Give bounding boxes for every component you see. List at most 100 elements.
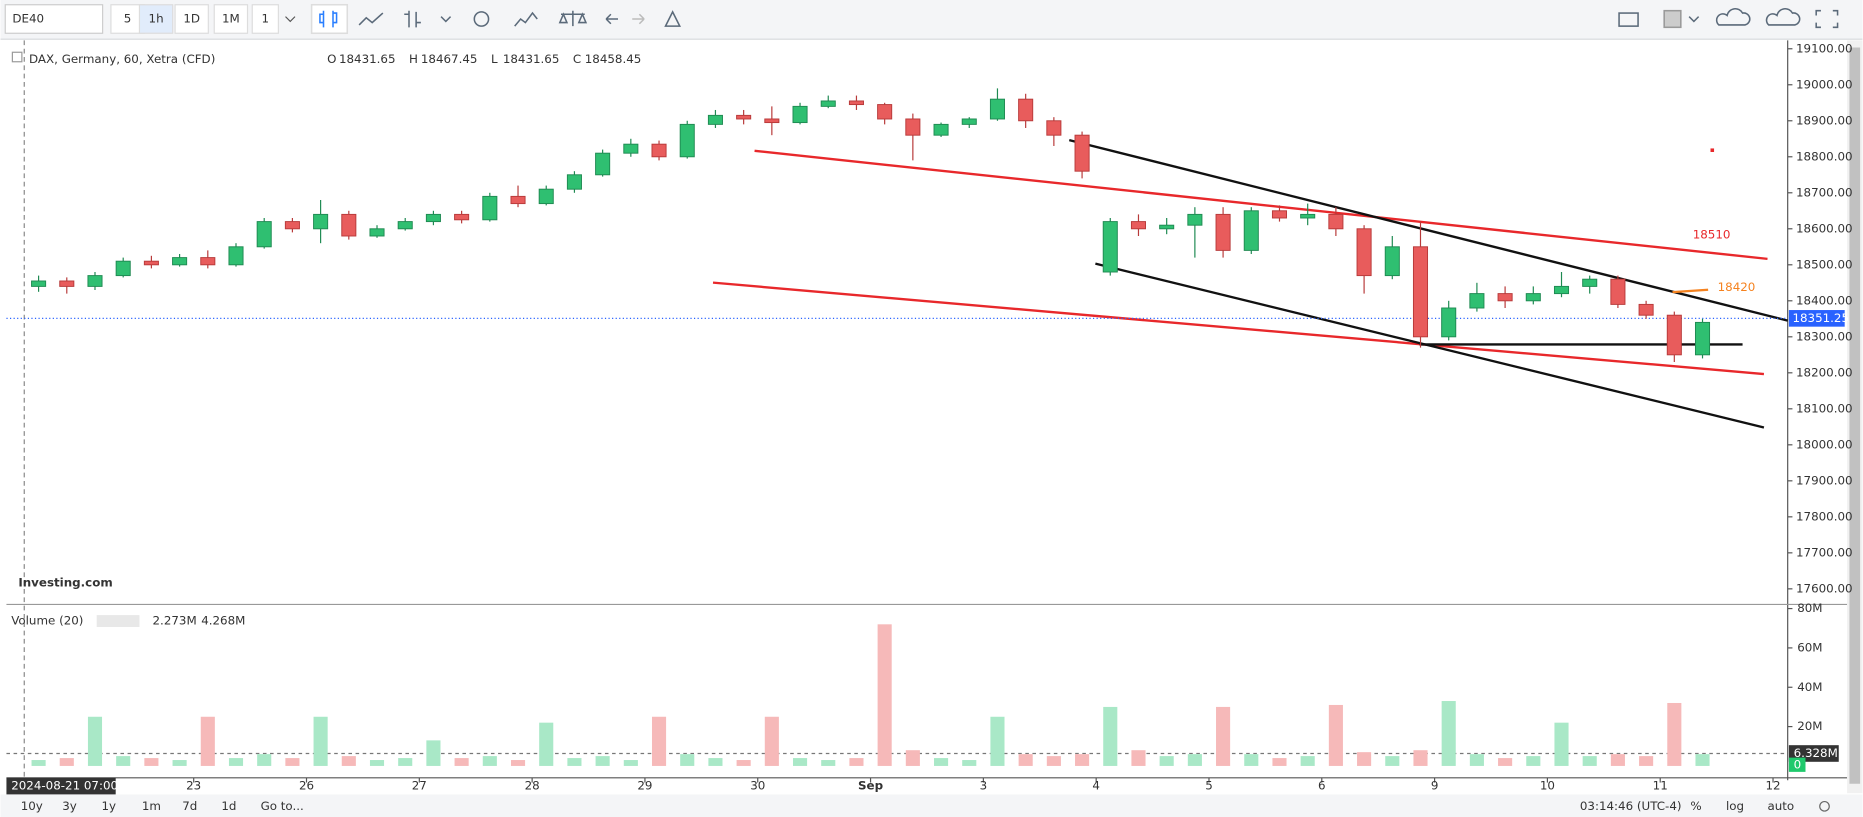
undo-icon[interactable]	[605, 13, 618, 25]
last-price-label: 18351.25	[1792, 311, 1849, 325]
layout-dropdown[interactable]	[1688, 16, 1700, 23]
volume-bar	[539, 722, 554, 766]
symbol-input[interactable]	[4, 4, 104, 34]
candle-body	[595, 152, 611, 176]
compare-icon[interactable]	[558, 10, 588, 27]
candle-body	[820, 100, 836, 107]
ohlc-key: H	[409, 52, 418, 66]
range-button[interactable]: 1y	[101, 799, 116, 813]
camera-icon[interactable]	[1618, 12, 1639, 27]
range-button[interactable]: 10y	[21, 799, 43, 813]
volume-ma-label: 6.328M	[1794, 746, 1838, 760]
candle-body	[341, 213, 357, 237]
candle-body	[1469, 293, 1485, 309]
alert-icon[interactable]	[664, 10, 681, 27]
interval-button[interactable]	[174, 4, 209, 34]
volume-bar	[1018, 754, 1033, 766]
interval-button[interactable]	[251, 4, 279, 34]
volume-bar	[708, 758, 723, 766]
goto-button[interactable]: Go to...	[261, 799, 304, 813]
volume-tick-label: 20M	[1797, 719, 1822, 733]
y-tick-label: 18700.00	[1796, 185, 1853, 199]
x-tick-label: 28	[525, 779, 540, 793]
marker-line[interactable]	[1672, 288, 1709, 294]
range-button[interactable]: 1d	[221, 799, 236, 813]
volume-bar	[59, 758, 74, 766]
interval-button[interactable]	[138, 4, 174, 34]
y-tick-label: 18200.00	[1796, 365, 1853, 379]
range-button[interactable]: 3y	[62, 799, 77, 813]
interval-label: 5	[124, 12, 132, 26]
candle-body	[256, 221, 272, 248]
save-icon[interactable]	[1765, 7, 1801, 26]
trend-line[interactable]	[754, 149, 1768, 261]
range-button[interactable]: 7d	[182, 799, 197, 813]
candle-body	[1271, 210, 1288, 219]
bar-icon[interactable]	[404, 10, 421, 28]
line-icon[interactable]	[358, 12, 384, 26]
interval-button[interactable]	[213, 4, 249, 34]
volume-bar	[200, 716, 215, 766]
annotation: 18510	[1693, 228, 1731, 242]
redo-icon[interactable]	[632, 13, 645, 25]
option-button[interactable]: %	[1690, 799, 1701, 813]
x-tick-label: 10	[1540, 779, 1555, 793]
candle-body	[482, 195, 498, 221]
candle-body	[905, 118, 921, 136]
candle-body	[228, 246, 244, 266]
volume-bar	[990, 716, 1005, 766]
dropdown-icon[interactable]	[440, 16, 452, 23]
volume-bar	[257, 754, 272, 766]
interval-button[interactable]	[110, 4, 145, 34]
candle-body	[707, 114, 723, 125]
candle-body	[961, 118, 977, 125]
volume-value: 2.273M	[153, 614, 197, 628]
candle-type-button[interactable]	[310, 3, 349, 35]
trend-line[interactable]	[1068, 138, 1788, 322]
fullscreen-icon[interactable]	[1815, 9, 1839, 29]
x-tick-label: 11	[1653, 779, 1668, 793]
y-tick-label: 19100.00	[1796, 41, 1853, 55]
candle-body	[877, 104, 893, 120]
candle-body	[1074, 134, 1090, 172]
candle-body	[792, 105, 808, 124]
volume-bar	[1159, 756, 1174, 766]
indicators-icon[interactable]	[514, 11, 538, 27]
scrollbar-thumb[interactable]	[1849, 47, 1861, 784]
ohlc-key: C	[573, 52, 581, 66]
volume-bar	[1385, 756, 1400, 766]
clock: 03:14:46 (UTC-4)	[1580, 799, 1682, 813]
cursor-time: 2024-08-21 07:00:00	[11, 779, 137, 793]
volume-average: 4.268M	[201, 614, 245, 628]
candle-body	[933, 123, 949, 136]
ohlc-key: O	[327, 52, 336, 66]
volume-bar	[1046, 756, 1061, 766]
volume-controls[interactable]	[96, 615, 140, 627]
ohlc-value: 18458.45	[585, 52, 642, 66]
x-tick-label: 26	[299, 779, 314, 793]
option-button[interactable]: auto	[1768, 799, 1795, 813]
x-tick-label: 30	[750, 779, 765, 793]
settings-icon[interactable]	[473, 11, 490, 27]
candle-body	[1018, 98, 1034, 122]
range-button[interactable]: 1m	[142, 799, 161, 813]
interval-dropdown[interactable]	[285, 16, 296, 23]
candle-body	[397, 221, 413, 230]
interval-group: 5 1h 1D 1M 1	[110, 4, 296, 34]
candle-body	[31, 280, 47, 287]
y-tick-label: 17600.00	[1796, 581, 1853, 595]
layout-icon[interactable]	[1663, 9, 1682, 29]
load-icon[interactable]	[1715, 7, 1751, 26]
volume-bar	[877, 624, 892, 766]
trend-line[interactable]	[712, 281, 1765, 376]
candle-body	[1243, 210, 1259, 251]
volume-bar	[87, 716, 103, 766]
option-button[interactable]: log	[1726, 799, 1744, 813]
collapse-icon[interactable]	[11, 51, 23, 63]
symbol: DE40	[12, 12, 44, 26]
y-tick-label: 17800.00	[1796, 509, 1853, 523]
ohlc-value: 18467.45	[421, 52, 478, 66]
symbol-title: DAX, Germany, 60, Xetra (CFD)	[29, 52, 215, 66]
settings-icon[interactable]	[1819, 800, 1830, 812]
volume-bar	[764, 716, 779, 766]
